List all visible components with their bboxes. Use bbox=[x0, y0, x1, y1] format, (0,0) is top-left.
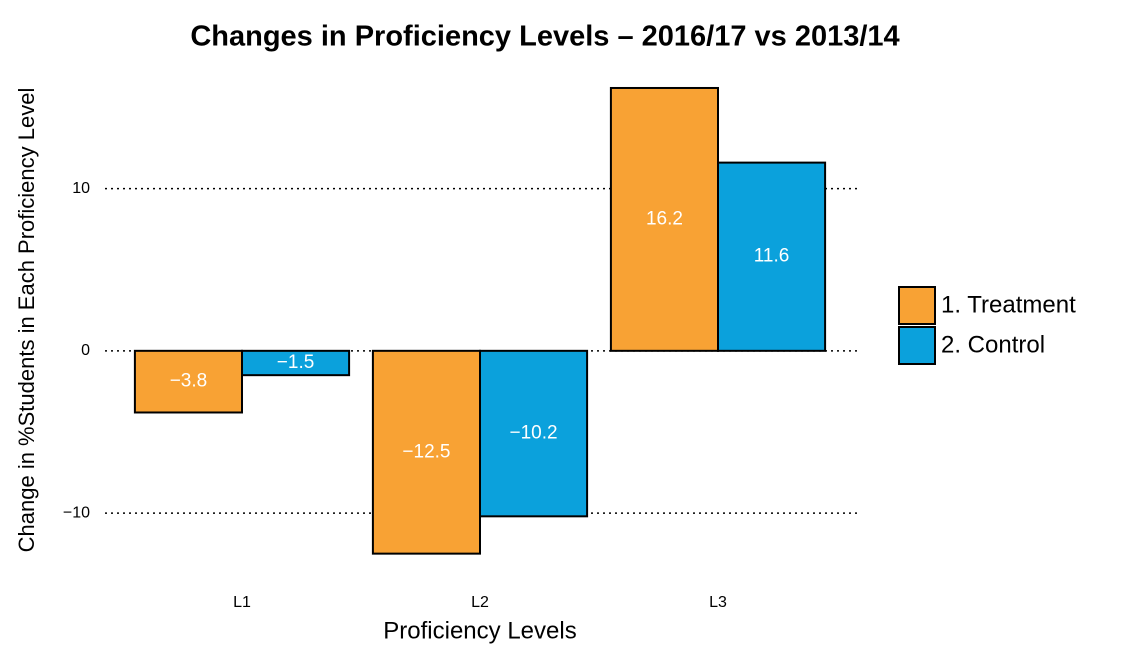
value-label: −3.8 bbox=[170, 371, 208, 392]
bar bbox=[371, 349, 481, 555]
y-tick-label: 10 bbox=[72, 180, 90, 197]
chart-title: Changes in Proficiency Levels – 2016/17 … bbox=[190, 21, 899, 53]
x-axis-label: Proficiency Levels bbox=[383, 617, 576, 644]
x-tick-label: L3 bbox=[709, 594, 727, 611]
value-label: −1.5 bbox=[277, 352, 315, 373]
bar bbox=[479, 349, 589, 518]
y-tick-label: 0 bbox=[81, 342, 90, 359]
x-tick-label: L1 bbox=[233, 594, 251, 611]
bar bbox=[609, 86, 720, 352]
bar bbox=[241, 349, 351, 377]
y-tick-label: −10 bbox=[63, 504, 90, 521]
bar bbox=[717, 161, 827, 352]
y-axis-label: Change in %Students in Each Proficiency … bbox=[14, 88, 39, 553]
legend-swatch bbox=[898, 326, 936, 365]
legend-label: 2. Control bbox=[941, 331, 1045, 358]
x-tick-label: L2 bbox=[471, 594, 489, 611]
value-label: 16.2 bbox=[646, 208, 683, 229]
legend-label: 1. Treatment bbox=[941, 291, 1076, 318]
legend-swatch bbox=[898, 286, 936, 325]
value-label: −12.5 bbox=[402, 441, 450, 462]
value-label: 11.6 bbox=[754, 246, 790, 267]
value-label: −10.2 bbox=[510, 423, 558, 444]
bar bbox=[133, 349, 243, 414]
